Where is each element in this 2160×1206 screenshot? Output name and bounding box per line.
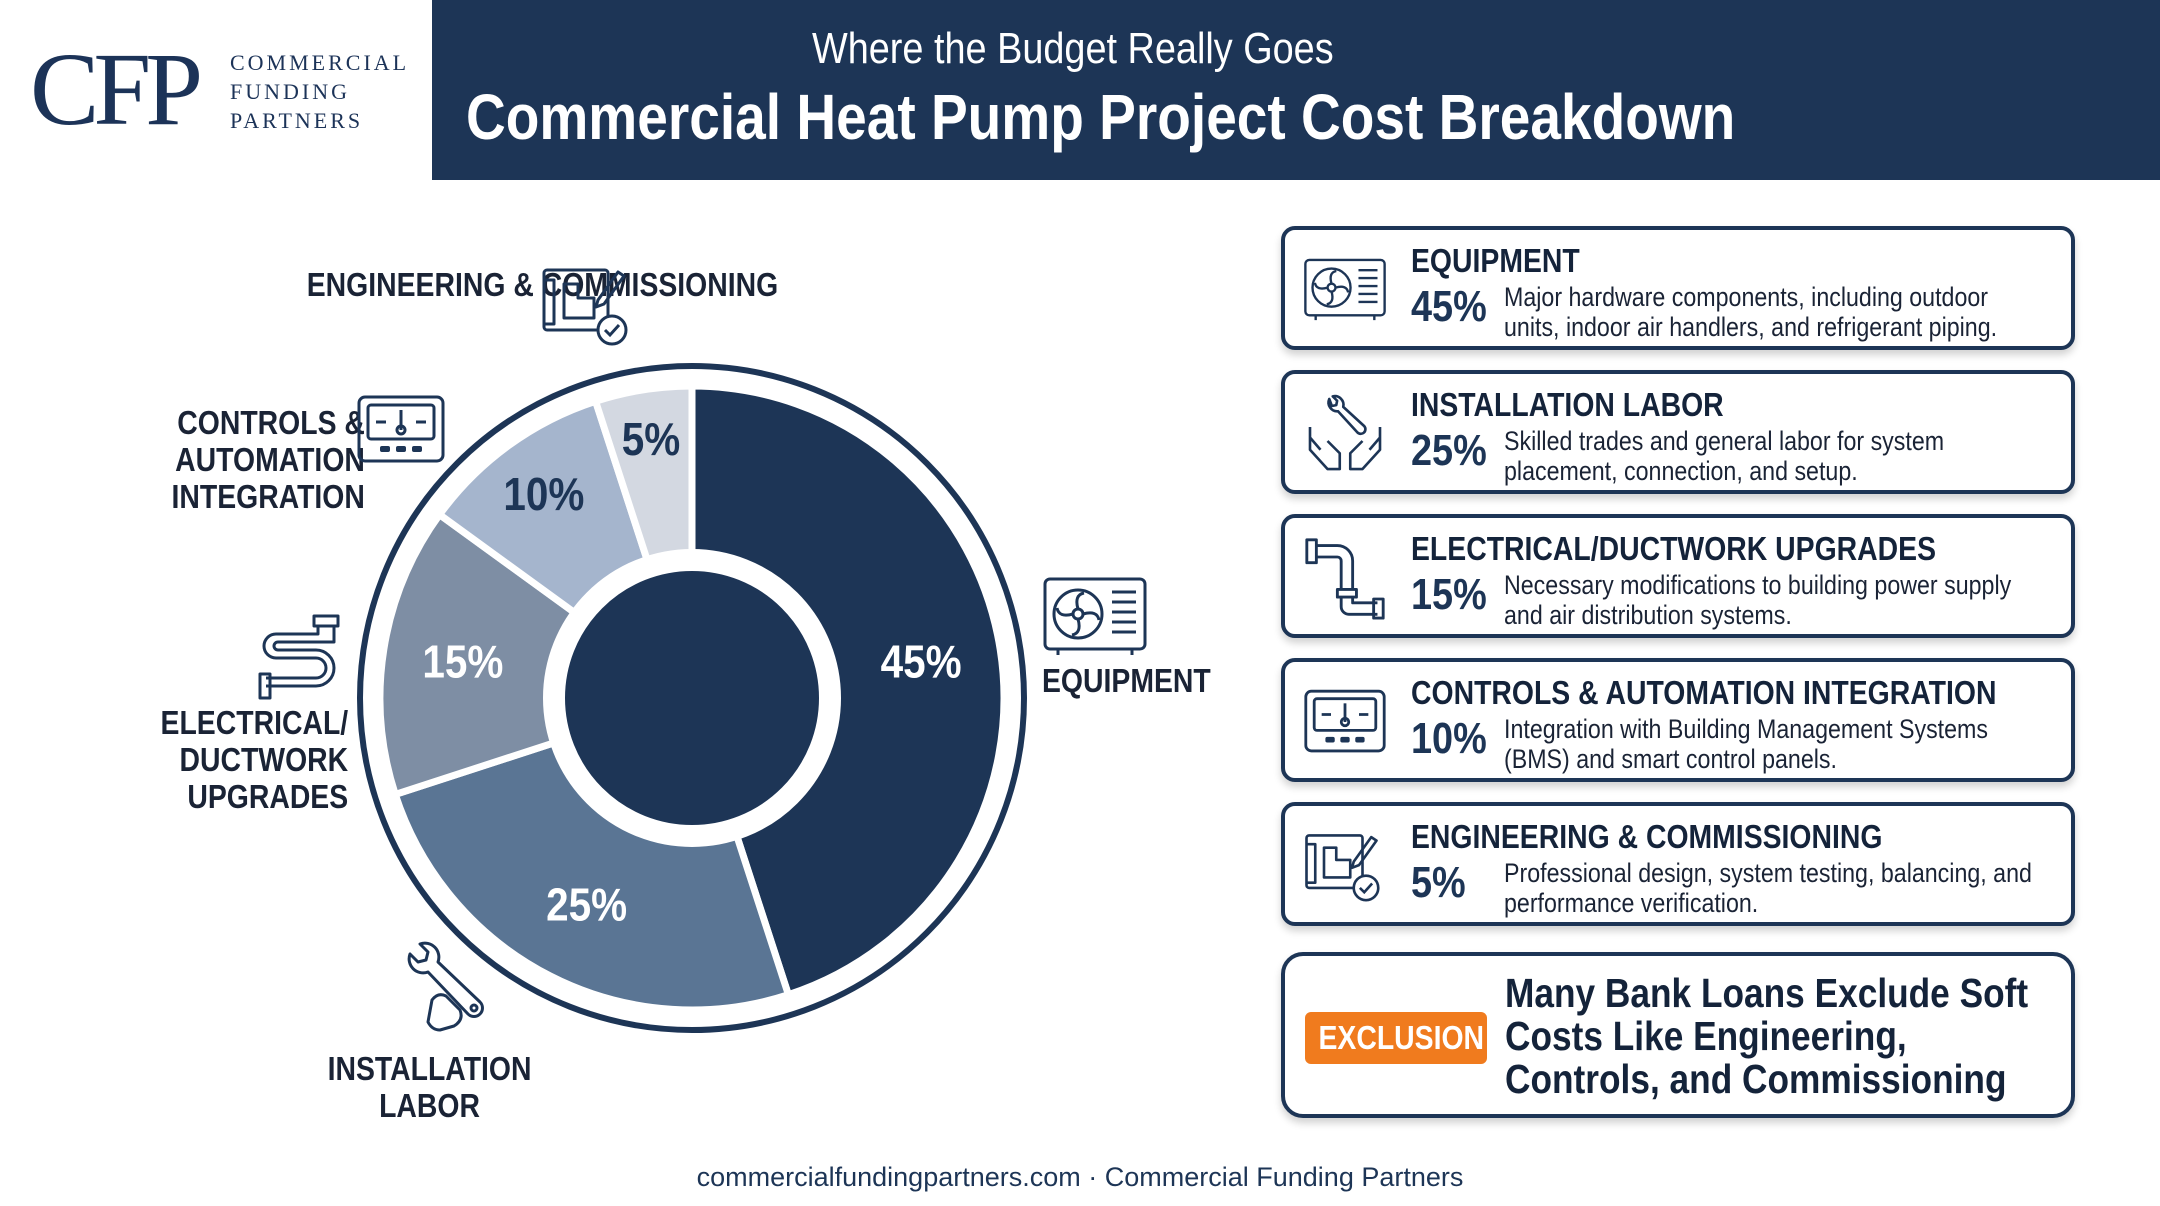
wrench-hand-icon	[407, 941, 484, 1032]
slice-value-label: 45%	[881, 637, 962, 688]
thermostat-panel-icon	[1304, 689, 1386, 753]
outer-ring	[357, 363, 1027, 1033]
card-engineering-commissioning: ENGINEERING & COMMISSIONING 5% Professio…	[1281, 802, 2075, 926]
page-subtitle: Where the Budget Really Goes	[812, 24, 1334, 73]
donut-svg: 45% 25% 15% 10% 5%	[357, 363, 1027, 1033]
card-title: ENGINEERING & COMMISSIONING	[1411, 818, 1883, 855]
label-engineering-text: ENGINEERING & COMMISSIONING	[306, 266, 779, 303]
page-title: Commercial Heat Pump Project Cost Breakd…	[466, 81, 1736, 153]
card-title: CONTROLS & AUTOMATION INTEGRATION	[1411, 674, 1997, 711]
exclusion-callout: EXCLUSION Many Bank Loans Exclude Soft C…	[1281, 952, 2075, 1118]
footer-credit: commercialfundingpartners.com · Commerci…	[696, 1162, 1464, 1192]
pipe-icon	[1305, 538, 1385, 620]
card-description: Skilled trades and general labor for sys…	[1504, 426, 1945, 486]
logo-mark: CFP	[30, 32, 203, 147]
logo-line: FUNDING	[230, 79, 350, 104]
brand-logo: CFP COMMERCIAL FUNDING PARTNERS	[0, 0, 432, 180]
donut-hole	[543, 549, 841, 847]
card-value: 25%	[1411, 426, 1487, 475]
label-equipment: EQUIPMENT	[1042, 662, 1242, 699]
card-installation-labor: INSTALLATION LABOR 25% Skilled trades an…	[1281, 370, 2075, 494]
label-installation: INSTALLATION LABOR	[310, 1050, 550, 1124]
slice-value-label: 10%	[503, 470, 584, 521]
card-title: INSTALLATION LABOR	[1411, 386, 1724, 423]
label-installation-text: INSTALLATION LABOR	[328, 1050, 532, 1124]
logo-line: COMMERCIAL	[230, 50, 410, 75]
label-electrical-text: ELECTRICAL/ DUCTWORK UPGRADES	[160, 704, 349, 815]
logo-wordmark: COMMERCIAL FUNDING PARTNERS	[230, 48, 409, 135]
card-value: 10%	[1411, 714, 1487, 763]
blueprint-check-icon	[1305, 834, 1380, 902]
exclusion-text: Many Bank Loans Exclude Soft Costs Like …	[1505, 970, 2029, 1102]
pipe-icon	[258, 614, 340, 700]
label-equipment-text: EQUIPMENT	[1042, 662, 1211, 699]
label-controls: CONTROLS & AUTOMATION INTEGRATION	[140, 404, 364, 515]
heat-pump-unit-icon	[1043, 577, 1147, 655]
cost-donut-chart: 45% 25% 15% 10% 5% ENGINEERING & COMMISSIONI…	[130, 240, 1230, 1140]
heat-pump-unit-icon	[1304, 258, 1386, 321]
header-band: Where the Budget Really Goes Commercial …	[432, 0, 2160, 180]
label-engineering: ENGINEERING & COMMISSIONING	[230, 266, 778, 303]
blueprint-check-icon	[542, 268, 628, 346]
label-electrical: ELECTRICAL/ DUCTWORK UPGRADES	[130, 704, 349, 815]
exclusion-badge: EXCLUSION	[1305, 1012, 1487, 1064]
card-controls-automation: CONTROLS & AUTOMATION INTEGRATION 10% In…	[1281, 658, 2075, 782]
card-description: Integration with Building Management Sys…	[1504, 714, 1989, 774]
label-controls-text: CONTROLS & AUTOMATION INTEGRATION	[171, 404, 365, 515]
thermostat-panel-icon	[357, 395, 445, 463]
card-description: Necessary modifications to building powe…	[1504, 570, 2012, 630]
card-value: 45%	[1411, 282, 1487, 331]
card-description: Professional design, system testing, bal…	[1504, 858, 2032, 918]
wrench-hands-icon	[1308, 394, 1382, 471]
card-electrical-ductwork: ELECTRICAL/DUCTWORK UPGRADES 15% Necessa…	[1281, 514, 2075, 638]
card-title: EQUIPMENT	[1411, 242, 1580, 279]
card-description: Major hardware components, including out…	[1504, 282, 1998, 342]
slice-value-label: 25%	[546, 880, 627, 931]
card-value: 15%	[1411, 570, 1487, 619]
logo-line: PARTNERS	[230, 108, 364, 133]
slice-value-label: 15%	[422, 637, 503, 688]
card-value: 5%	[1411, 858, 1466, 907]
slice-value-label: 5%	[622, 415, 680, 466]
card-equipment: EQUIPMENT 45% Major hardware components,…	[1281, 226, 2075, 350]
card-title: ELECTRICAL/DUCTWORK UPGRADES	[1411, 530, 1937, 567]
